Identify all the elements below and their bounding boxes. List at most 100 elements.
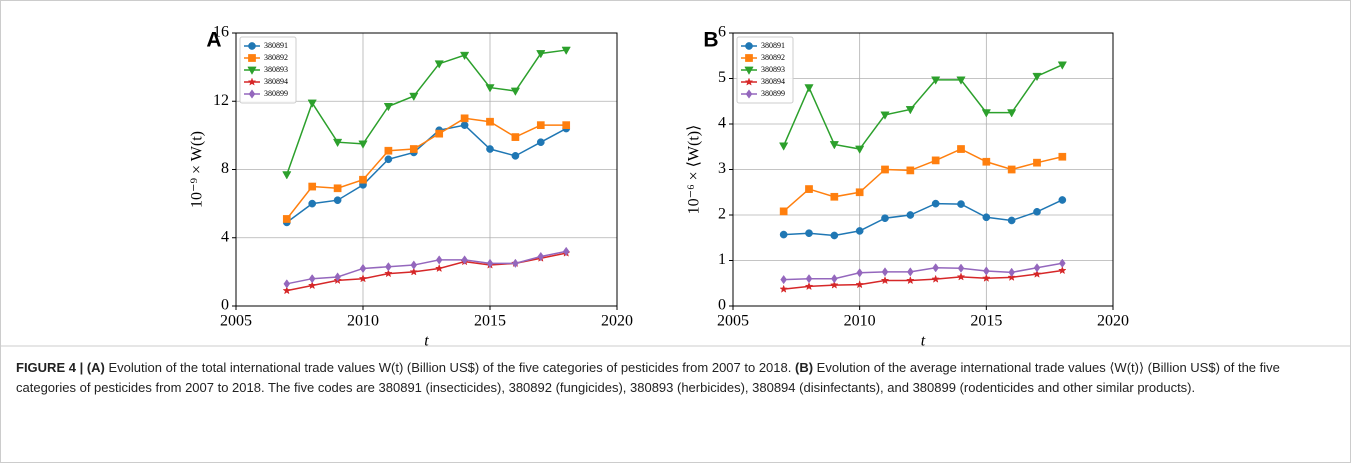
series-line xyxy=(286,49,567,175)
data-point xyxy=(830,231,839,240)
data-point xyxy=(1032,269,1042,278)
legend-label: 380899 xyxy=(264,89,288,98)
data-point xyxy=(881,165,889,174)
data-point xyxy=(434,60,444,69)
panel-label: B xyxy=(703,29,718,52)
x-tick-label: 2010 xyxy=(347,313,379,330)
data-point xyxy=(307,99,317,108)
data-point xyxy=(384,146,393,155)
caption-figure: FIGURE 4 | xyxy=(16,360,84,375)
data-point xyxy=(906,166,915,175)
data-point xyxy=(982,157,991,166)
data-point xyxy=(1007,109,1017,118)
legend-marker xyxy=(745,54,753,62)
data-point xyxy=(359,263,367,274)
data-point xyxy=(932,263,939,273)
x-tick-label: 2005 xyxy=(717,313,749,330)
data-point xyxy=(982,273,991,282)
data-point xyxy=(1033,207,1041,216)
data-point xyxy=(957,200,965,208)
legend-box xyxy=(736,36,794,104)
y-tick-label: 16 xyxy=(213,24,229,41)
caption-a-text: Evolution of the total international tra… xyxy=(108,360,792,375)
data-point xyxy=(855,227,864,235)
data-point xyxy=(931,76,941,85)
series-line xyxy=(783,269,1063,290)
data-point xyxy=(906,211,915,219)
data-point xyxy=(384,269,393,278)
data-point xyxy=(956,76,966,85)
data-point xyxy=(333,184,342,193)
legend-marker xyxy=(745,89,753,99)
data-point xyxy=(1007,165,1016,174)
data-point xyxy=(282,215,291,223)
data-point xyxy=(907,267,914,277)
data-point xyxy=(831,274,838,284)
x-tick-label: 2005 xyxy=(220,313,252,330)
data-point xyxy=(461,255,468,265)
data-point xyxy=(561,46,571,55)
data-point xyxy=(512,258,519,268)
data-point xyxy=(511,133,520,141)
series-line xyxy=(783,148,1063,212)
data-point xyxy=(1058,152,1067,161)
data-point xyxy=(308,199,317,208)
data-point xyxy=(905,106,915,115)
data-point xyxy=(981,109,991,118)
data-point xyxy=(536,50,546,59)
data-point xyxy=(435,255,443,265)
x-tick-label: 2020 xyxy=(601,313,633,330)
data-point xyxy=(358,274,368,283)
data-point xyxy=(855,188,864,197)
legend-marker xyxy=(247,77,257,86)
x-axis-label: t xyxy=(424,333,429,350)
data-point xyxy=(855,280,864,289)
series-line xyxy=(783,262,1063,281)
data-point xyxy=(359,175,367,184)
x-tick-label: 2015 xyxy=(970,313,1002,330)
plot-frame xyxy=(732,32,1114,307)
x-tick-label: 2010 xyxy=(844,313,876,330)
data-point xyxy=(780,274,787,285)
data-point xyxy=(434,263,444,273)
x-axis-label: t xyxy=(921,333,926,350)
data-point xyxy=(830,192,839,201)
series-line xyxy=(783,199,1063,237)
legend-label: 380894 xyxy=(264,77,288,86)
legend-marker xyxy=(248,89,256,99)
data-point xyxy=(1033,158,1041,167)
data-point xyxy=(1059,258,1066,268)
y-tick-label: 5 xyxy=(718,69,726,86)
x-tick-label: 2015 xyxy=(474,313,506,330)
caption-b-label: (B) xyxy=(795,360,814,375)
data-point xyxy=(486,117,494,126)
data-point xyxy=(880,111,890,120)
data-point xyxy=(536,138,545,147)
y-tick-label: 6 xyxy=(718,24,726,41)
data-point xyxy=(779,284,788,293)
caption-a-label: (A) xyxy=(86,360,105,375)
series-line xyxy=(286,124,567,223)
legend-marker xyxy=(248,42,256,50)
legend-label: 380891 xyxy=(761,41,785,50)
caption: FIGURE 4 | (A) Evolution of the total in… xyxy=(16,358,1326,398)
legend-marker xyxy=(248,54,256,62)
plot-frame xyxy=(235,32,618,307)
data-point xyxy=(460,114,469,123)
legend-label: 380892 xyxy=(264,53,288,62)
y-tick-label: 4 xyxy=(718,115,726,132)
data-point xyxy=(881,214,889,223)
data-point xyxy=(982,213,991,222)
data-point xyxy=(779,207,788,216)
data-point xyxy=(384,155,393,164)
data-point xyxy=(332,138,343,148)
series-line xyxy=(286,117,567,220)
data-point xyxy=(1033,263,1041,273)
y-tick-label: 2 xyxy=(718,206,726,223)
y-tick-label: 0 xyxy=(718,297,726,314)
data-point xyxy=(358,140,368,149)
data-point xyxy=(779,230,788,239)
y-tick-label: 1 xyxy=(718,251,726,268)
data-point xyxy=(511,152,520,160)
